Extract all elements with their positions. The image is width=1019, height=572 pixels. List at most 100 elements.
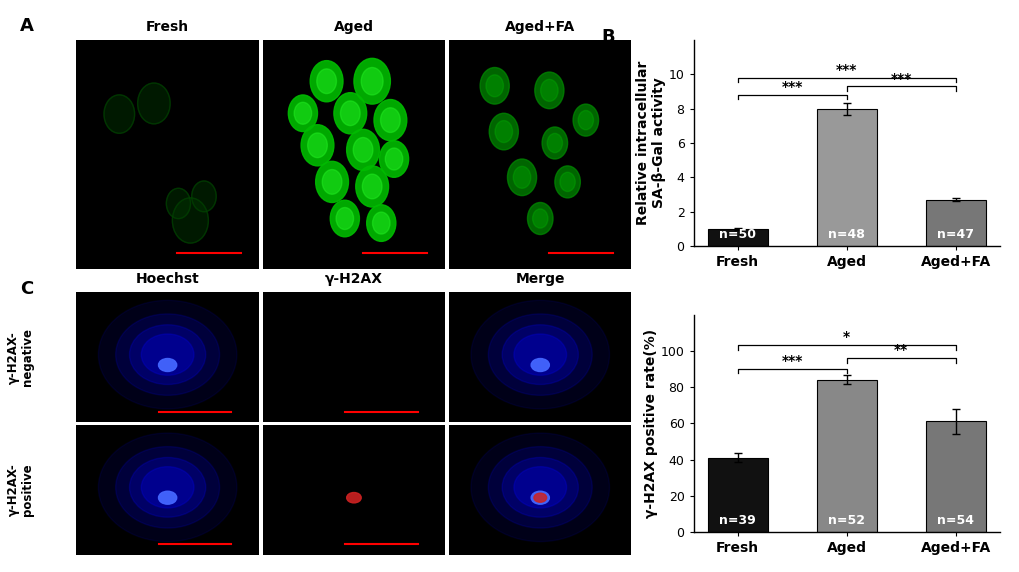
Text: γ-H2AX-
positive: γ-H2AX- positive <box>6 463 35 517</box>
Circle shape <box>559 172 575 192</box>
Circle shape <box>308 133 327 158</box>
Circle shape <box>485 75 503 97</box>
Text: Fresh: Fresh <box>146 21 189 34</box>
Ellipse shape <box>129 458 206 517</box>
Text: Hoechst: Hoechst <box>136 272 200 286</box>
Text: D: D <box>601 301 616 320</box>
Ellipse shape <box>514 467 566 508</box>
Circle shape <box>531 491 549 504</box>
Ellipse shape <box>514 334 566 375</box>
Ellipse shape <box>471 433 609 542</box>
Circle shape <box>554 166 580 198</box>
Circle shape <box>374 100 407 141</box>
Ellipse shape <box>115 447 219 528</box>
Text: γ-H2AX-
negative: γ-H2AX- negative <box>6 328 35 386</box>
Circle shape <box>380 108 399 133</box>
Circle shape <box>534 72 564 109</box>
Text: SA-β-Gal: SA-β-Gal <box>13 121 28 188</box>
Y-axis label: γ-H2AX positive rate(%): γ-H2AX positive rate(%) <box>643 329 657 518</box>
Circle shape <box>354 58 390 104</box>
Text: n=48: n=48 <box>827 228 864 241</box>
Text: n=39: n=39 <box>718 514 755 526</box>
Bar <box>816 380 875 532</box>
Circle shape <box>335 208 354 229</box>
Circle shape <box>340 101 360 126</box>
Circle shape <box>166 188 191 219</box>
Text: ***: *** <box>836 63 856 77</box>
Circle shape <box>353 137 373 162</box>
Circle shape <box>172 198 208 243</box>
Circle shape <box>541 127 567 159</box>
Text: ***: *** <box>781 80 802 94</box>
Text: ***: *** <box>781 354 802 368</box>
Circle shape <box>322 169 341 194</box>
Text: ***: *** <box>890 72 911 85</box>
Text: A: A <box>20 17 35 35</box>
Text: Merge: Merge <box>515 272 565 286</box>
Circle shape <box>507 159 536 196</box>
Circle shape <box>288 95 317 132</box>
Circle shape <box>356 166 388 207</box>
Circle shape <box>367 205 395 241</box>
Text: n=52: n=52 <box>827 514 864 526</box>
Circle shape <box>527 202 552 235</box>
Text: Aged+FA: Aged+FA <box>504 21 575 34</box>
Bar <box>816 109 875 246</box>
Circle shape <box>138 83 170 124</box>
Ellipse shape <box>501 458 578 517</box>
Ellipse shape <box>142 467 194 508</box>
Ellipse shape <box>115 314 219 395</box>
Circle shape <box>533 493 546 502</box>
Ellipse shape <box>488 314 592 395</box>
Circle shape <box>346 492 361 503</box>
Circle shape <box>192 181 216 212</box>
Circle shape <box>531 359 549 371</box>
Circle shape <box>578 110 593 130</box>
Text: C: C <box>20 280 34 298</box>
Circle shape <box>333 93 367 134</box>
Ellipse shape <box>98 300 236 409</box>
Circle shape <box>489 113 518 150</box>
Circle shape <box>573 104 598 136</box>
Circle shape <box>362 174 382 199</box>
Circle shape <box>315 161 348 202</box>
Circle shape <box>310 61 342 102</box>
Ellipse shape <box>501 325 578 384</box>
Circle shape <box>372 212 389 234</box>
Bar <box>925 422 984 532</box>
Circle shape <box>158 491 176 504</box>
Circle shape <box>361 67 383 95</box>
Circle shape <box>546 133 561 153</box>
Circle shape <box>513 166 530 188</box>
Text: γ-H2AX: γ-H2AX <box>325 272 382 286</box>
Text: **: ** <box>893 343 907 357</box>
Bar <box>707 458 766 532</box>
Circle shape <box>293 102 312 124</box>
Ellipse shape <box>129 325 206 384</box>
Text: Aged: Aged <box>333 21 374 34</box>
Ellipse shape <box>471 300 609 409</box>
Text: n=47: n=47 <box>936 228 973 241</box>
Circle shape <box>385 148 403 170</box>
Text: B: B <box>601 27 614 46</box>
Text: n=54: n=54 <box>936 514 973 526</box>
Circle shape <box>480 67 508 104</box>
Bar <box>707 229 766 246</box>
Ellipse shape <box>98 433 236 542</box>
Circle shape <box>301 125 333 166</box>
Circle shape <box>104 95 135 133</box>
Circle shape <box>330 200 359 237</box>
Y-axis label: Relative intracellular
SA-β-Gal activity: Relative intracellular SA-β-Gal activity <box>635 61 665 225</box>
Text: *: * <box>843 331 849 344</box>
Text: n=50: n=50 <box>718 228 755 241</box>
Circle shape <box>540 80 557 101</box>
Circle shape <box>494 121 513 142</box>
Ellipse shape <box>142 334 194 375</box>
Ellipse shape <box>488 447 592 528</box>
Circle shape <box>346 129 379 170</box>
Circle shape <box>532 209 547 228</box>
Circle shape <box>379 141 409 177</box>
Bar <box>925 200 984 246</box>
Circle shape <box>317 69 336 94</box>
Circle shape <box>158 359 176 371</box>
